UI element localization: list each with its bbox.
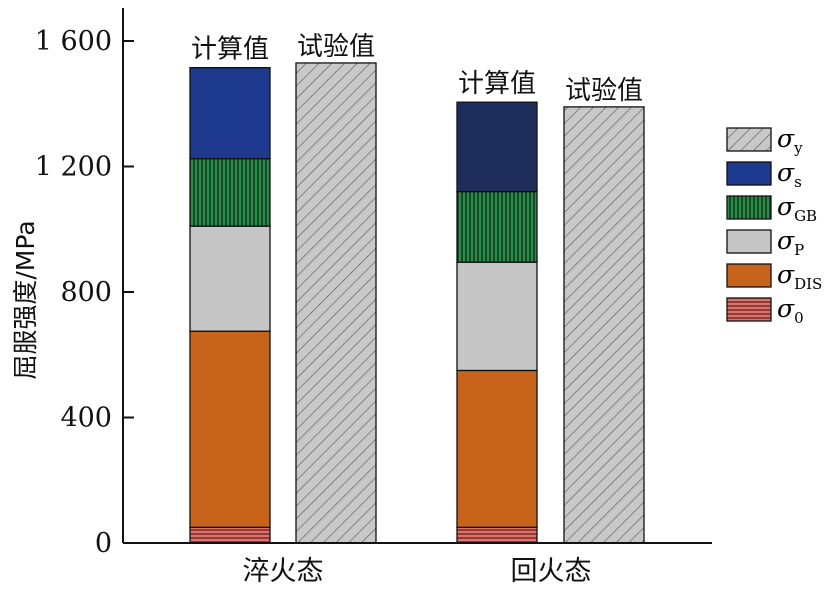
- legend-swatch-dis: [726, 263, 772, 288]
- legend-label-dis: σDIS: [777, 260, 822, 293]
- legend-label-s0: σ0: [777, 294, 804, 327]
- legend-swatch-p: [726, 229, 772, 254]
- bar-segment-gb-tempered: [456, 190, 538, 263]
- bar-segment-dis-tempered: [456, 369, 538, 528]
- y-tick-label: 1 200: [35, 152, 112, 183]
- y-tick-label: 800: [60, 277, 112, 308]
- bar-segment-s-tempered: [456, 101, 538, 193]
- y-tick-label: 1 600: [35, 26, 112, 57]
- category-label-quenched: 淬火态: [243, 556, 324, 587]
- category-label-tempered: 回火态: [511, 556, 592, 587]
- bar-segment-s0-quenched: [189, 526, 271, 544]
- legend-label-gb: σGB: [777, 192, 817, 225]
- legend-swatch-s0: [726, 297, 772, 322]
- y-axis-ticks: 0 400 800 1 200 1 600: [35, 26, 134, 559]
- bar-segment-p-tempered: [456, 261, 538, 372]
- legend-label-y: σy: [777, 124, 803, 157]
- y-tick-label: 0: [95, 528, 112, 559]
- experimental-value-label: 试验值: [297, 32, 375, 62]
- legend-swatch-s: [726, 161, 772, 186]
- bar-segment-s-quenched: [189, 67, 271, 160]
- experimental-value-label: 试验值: [565, 76, 643, 106]
- bar-experimental-tempered: [563, 106, 645, 544]
- calculated-value-label: 计算值: [191, 35, 269, 65]
- y-tick-label: 400: [60, 403, 112, 434]
- legend-swatch-y: [726, 127, 772, 152]
- legend-label-s: σs: [777, 158, 802, 191]
- legend-swatch-gb: [726, 195, 772, 220]
- bars: [189, 62, 645, 544]
- bar-experimental-quenched: [295, 62, 377, 544]
- bar-segment-p-quenched: [189, 225, 271, 332]
- bar-segment-dis-quenched: [189, 330, 271, 528]
- y-axis-title: 屈服强度/MPa: [11, 220, 40, 379]
- bar-segment-gb-quenched: [189, 158, 271, 227]
- legend-label-p: σP: [777, 226, 804, 259]
- bar-segment-s0-tempered: [456, 526, 538, 544]
- calculated-value-label: 计算值: [458, 69, 536, 99]
